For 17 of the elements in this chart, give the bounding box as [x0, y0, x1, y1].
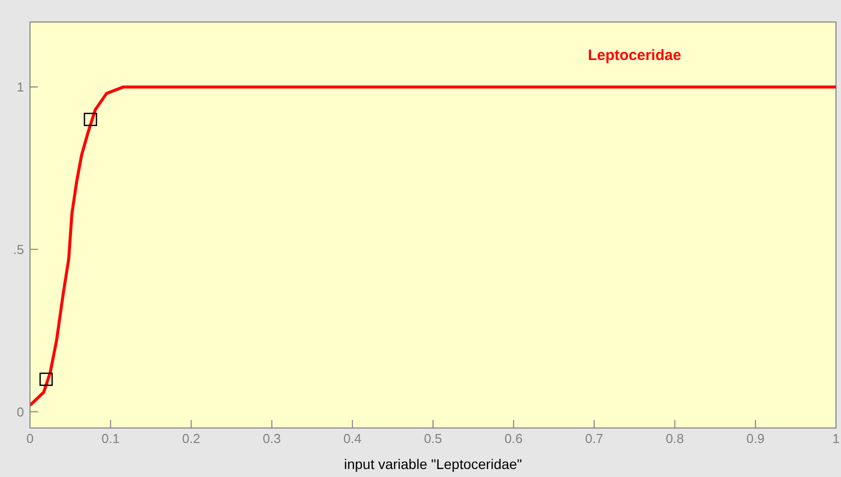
- line-series: [30, 85, 836, 407]
- y-tick-label: 1: [16, 80, 24, 95]
- x-tick-label: 0.4: [343, 431, 362, 446]
- x-tick-label: 0.9: [746, 431, 764, 446]
- x-tick-label: 0.6: [504, 431, 523, 446]
- x-tick-label: 0.7: [585, 431, 604, 446]
- series-label: Leptoceridae: [588, 47, 682, 64]
- x-axis-title: input variable "Leptoceridae": [344, 456, 522, 472]
- y-tick-label: 0: [16, 404, 24, 420]
- x-tick-label: 0.5: [424, 431, 442, 446]
- x-tick-label: 0.8: [666, 431, 684, 446]
- x-tick-label: 1: [832, 431, 840, 446]
- x-tick-label: 0: [26, 431, 34, 446]
- x-tick-label: 0.2: [182, 431, 200, 446]
- x-tick-label: 0.3: [262, 431, 281, 446]
- x-tick-label: 0.1: [102, 431, 120, 446]
- y-tick-label: .5: [13, 242, 24, 257]
